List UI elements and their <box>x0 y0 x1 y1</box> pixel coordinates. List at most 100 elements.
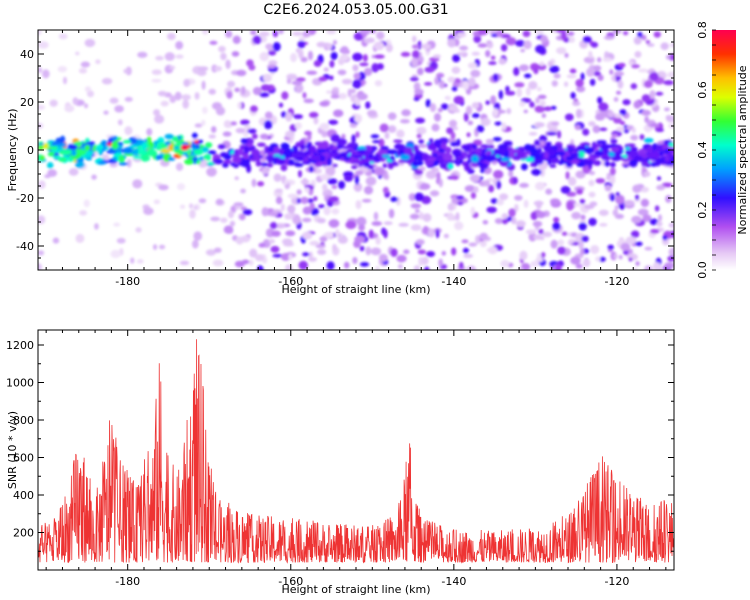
heatmap-cell <box>543 151 549 159</box>
heatmap-cell <box>355 170 364 176</box>
heatmap-cell <box>643 80 653 88</box>
heatmap-cell <box>598 209 609 216</box>
heatmap-cell <box>287 193 298 199</box>
heatmap-cell <box>199 156 204 162</box>
heatmap-cell <box>380 154 390 159</box>
heatmap-cell <box>379 123 389 133</box>
heatmap-cell <box>541 113 547 119</box>
heatmap-cell <box>328 219 340 228</box>
heatmap-cell <box>417 144 428 148</box>
heatmap-y-ticks: -40 -20 0 20 40 <box>16 29 674 271</box>
heatmap-cell <box>295 141 302 148</box>
heatmap-cell <box>274 223 286 229</box>
heatmap-cell <box>327 158 332 166</box>
heatmap-cell <box>609 69 614 75</box>
heatmap-cell <box>597 57 602 63</box>
heatmap-cell <box>410 203 422 209</box>
heatmap-cell <box>535 44 546 54</box>
heatmap-cell <box>385 43 393 53</box>
heatmap-cell <box>539 100 546 107</box>
heatmap-cell <box>456 51 467 56</box>
x-tick-label: -180 <box>115 575 140 588</box>
heatmap-cell <box>205 142 213 148</box>
heatmap-cell <box>556 47 567 55</box>
heatmap-cell <box>641 34 647 41</box>
heatmap-cell <box>450 141 459 147</box>
heatmap-cell <box>435 228 440 239</box>
heatmap-cell <box>594 150 604 157</box>
heatmap-cell <box>323 206 331 216</box>
heatmap-cell <box>538 228 544 235</box>
heatmap-cell <box>451 175 459 180</box>
heatmap-cell <box>447 76 456 83</box>
heatmap-cell <box>590 41 599 48</box>
heatmap-cell <box>464 185 476 193</box>
heatmap-cell <box>240 138 248 145</box>
heatmap-cell <box>214 65 223 72</box>
heatmap-cell <box>302 157 309 163</box>
heatmap-cell <box>132 179 143 189</box>
heatmap-cell <box>595 178 606 184</box>
snr-y-axis-label: SNR (10 * v/v) <box>6 411 19 489</box>
heatmap-cell <box>259 133 269 140</box>
heatmap-cell <box>602 57 613 62</box>
heatmap-cell <box>508 208 516 217</box>
heatmap-cell <box>264 111 273 120</box>
heatmap-cell <box>607 110 614 118</box>
heatmap-cell <box>329 60 335 68</box>
heatmap-cell <box>359 62 369 67</box>
heatmap-cell <box>599 127 608 132</box>
heatmap-cell <box>631 146 638 152</box>
heatmap-cell <box>300 196 309 205</box>
heatmap-cell <box>298 51 304 59</box>
heatmap-cell <box>540 252 546 258</box>
heatmap-cell <box>183 78 191 87</box>
x-tick-label: -140 <box>441 275 466 288</box>
heatmap-cell <box>349 123 358 128</box>
heatmap-cell <box>488 61 497 66</box>
heatmap-cell <box>331 208 340 215</box>
heatmap-cell <box>177 148 184 157</box>
heatmap-cell <box>240 86 246 95</box>
heatmap-cell <box>524 73 532 79</box>
heatmap-cell <box>396 129 405 138</box>
heatmap-cell <box>235 236 244 245</box>
heatmap-cell <box>597 96 603 104</box>
heatmap-cell <box>194 92 200 100</box>
heatmap-cell <box>370 30 376 34</box>
heatmap-cell <box>68 144 78 151</box>
heatmap-cell <box>466 132 471 138</box>
heatmap-cell <box>409 213 420 220</box>
heatmap-cell <box>588 179 595 187</box>
heatmap-cell <box>540 35 548 44</box>
heatmap-cell <box>135 227 142 233</box>
heatmap-cell <box>383 229 388 239</box>
heatmap-cell <box>354 114 363 123</box>
heatmap-cell <box>304 150 312 156</box>
heatmap-cell <box>338 180 346 190</box>
heatmap-cell <box>568 176 577 186</box>
heatmap-cell <box>610 193 615 202</box>
heatmap-cell <box>480 153 487 161</box>
heatmap-cell <box>631 127 636 134</box>
heatmap-cell <box>308 111 319 119</box>
heatmap-cell <box>432 152 438 157</box>
heatmap-cell <box>325 146 333 151</box>
heatmap-cell <box>603 35 615 40</box>
heatmap-cell <box>477 162 484 167</box>
heatmap-cell <box>447 203 455 211</box>
heatmap-cell <box>592 125 601 134</box>
heatmap-cell <box>38 250 45 256</box>
heatmap-cell <box>274 188 283 193</box>
heatmap-cell <box>500 260 510 268</box>
heatmap-cell <box>124 126 133 136</box>
heatmap-cell <box>580 72 585 81</box>
heatmap-cell <box>488 144 495 149</box>
heatmap-cell <box>180 144 189 151</box>
heatmap-cell <box>307 257 318 262</box>
heatmap-cell <box>520 262 531 270</box>
heatmap-cell <box>126 158 132 168</box>
heatmap-cell <box>471 144 478 150</box>
heatmap-cell <box>225 30 233 38</box>
heatmap-cell <box>336 138 347 146</box>
